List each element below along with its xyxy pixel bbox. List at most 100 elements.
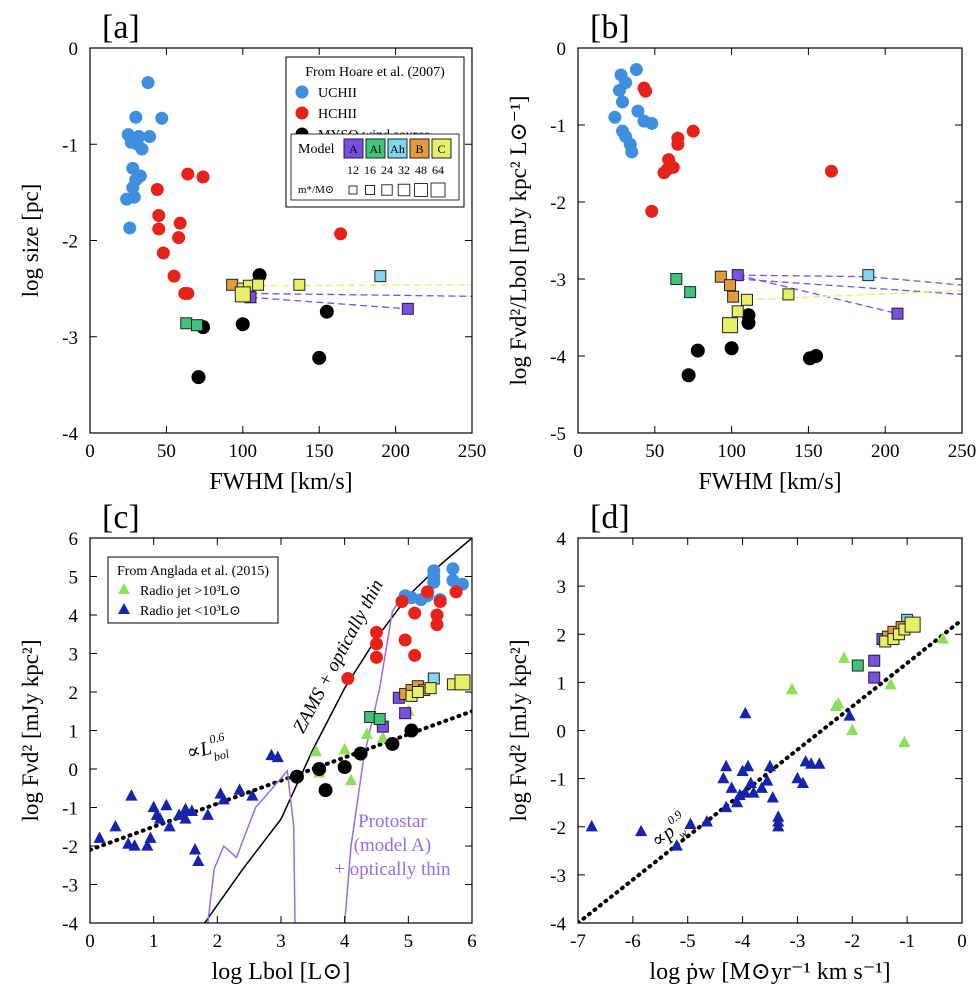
y-tick-label: -4 [550, 347, 566, 368]
data-point [635, 824, 648, 837]
data-point [843, 709, 856, 721]
data-point [868, 671, 881, 684]
data-point [163, 819, 176, 832]
data-point [246, 789, 259, 801]
data-point [312, 762, 327, 776]
model-track-line [250, 292, 472, 297]
y-axis-label: log Fνd²/Lbol [mJy kpc² L⊙⁻¹] [506, 96, 531, 386]
x-tick-label: 250 [948, 441, 977, 462]
data-point [153, 812, 167, 824]
data-point [401, 302, 414, 315]
data-point [125, 789, 138, 801]
mass-swatch [397, 183, 411, 197]
data-point [411, 686, 424, 698]
mass-value: 12 [347, 163, 359, 177]
data-point [234, 286, 251, 303]
data-point [192, 854, 205, 867]
mass-swatch [414, 183, 428, 197]
y-tick-label: -4 [62, 914, 78, 935]
y-tick-label: 3 [69, 645, 79, 666]
data-point [370, 625, 383, 639]
data-point [173, 216, 187, 230]
data-point [152, 222, 166, 236]
data-point [838, 651, 851, 663]
data-point [684, 286, 697, 299]
data-point [625, 145, 639, 159]
data-point [129, 110, 143, 124]
data-point [681, 368, 696, 383]
data-point [143, 130, 157, 144]
series-model-a [376, 691, 412, 733]
data-point [430, 608, 444, 622]
data-point [686, 124, 700, 138]
data-point [724, 279, 737, 292]
x-tick-label: 200 [871, 441, 900, 462]
y-tick-label: 2 [69, 683, 79, 704]
y-tick-label: 6 [69, 529, 79, 550]
data-point [884, 677, 897, 690]
data-point [684, 817, 697, 829]
series-myso-wind-source [681, 308, 824, 383]
data-point [446, 562, 460, 576]
mass-value: 32 [398, 163, 410, 177]
legend-entry: Radio jet >10³L⊙ [140, 584, 241, 599]
data-point [717, 771, 730, 784]
data-point [235, 317, 250, 332]
data-point [898, 735, 911, 748]
protostar-curve [207, 769, 296, 923]
data-point [353, 746, 368, 761]
axes-frame [577, 47, 963, 434]
data-point [130, 137, 144, 151]
data-point [181, 167, 195, 181]
y-tick-label: -4 [550, 914, 566, 935]
data-point [156, 246, 170, 260]
panel-c: 0 1 2 3 4 5 6 -4 -3 -2 -1 0 1 2 3 4 5 6 [c] log Lbol [L⊙] lo… [18, 499, 477, 985]
series-model-c [879, 616, 921, 648]
data-point [720, 759, 733, 772]
data-point [761, 774, 774, 786]
data-point [376, 731, 389, 743]
data-point [93, 831, 106, 843]
x-tick-label: 4 [340, 931, 350, 952]
data-point [755, 781, 768, 793]
data-point [782, 288, 795, 301]
y-tick-label: -4 [62, 424, 78, 445]
y-tick-label: 0 [69, 760, 79, 781]
data-point [657, 166, 671, 180]
x-tick-label: -3 [790, 931, 806, 952]
series-hchii [341, 585, 463, 686]
series-model-c [234, 278, 306, 303]
data-point [430, 618, 444, 632]
x-tick-label: 150 [794, 441, 823, 462]
panel-label: [c] [102, 499, 140, 536]
data-point [671, 137, 685, 151]
x-tick-label: 100 [717, 441, 746, 462]
data-point [338, 742, 351, 755]
x-tick-label: -6 [625, 931, 641, 952]
x-axis-label: FWHM [km/s] [209, 469, 352, 495]
y-tick-label: 4 [69, 606, 79, 627]
data-point [123, 221, 137, 235]
series-uchii [398, 562, 469, 607]
data-point [433, 595, 447, 609]
series-model-b [714, 270, 740, 303]
legend-entry: Radio jet <10³L⊙ [140, 604, 241, 619]
data-point [150, 182, 164, 196]
data-point [191, 370, 206, 385]
series-model-ah [862, 269, 875, 282]
legend-entry: HCHII [318, 107, 357, 122]
mass-label: m*/M⊙ [298, 184, 334, 196]
data-point [385, 736, 400, 751]
x-axis-label: log ṗw [M⊙yr⁻¹ km s⁻¹] [649, 959, 890, 985]
legend-marker [118, 583, 130, 594]
panel-a: 0 50 100 150 200 250 -4 -3 -2 -1 0 [a] FWHM [km/s] lo… [18, 9, 486, 495]
y-tick-label: -2 [550, 193, 566, 214]
y-tick-label: -3 [62, 328, 78, 349]
data-point [725, 781, 738, 793]
data-point [360, 727, 373, 739]
data-point [319, 304, 334, 319]
data-point [645, 116, 659, 130]
data-point [126, 181, 140, 195]
legend-anglada: From Anglada et al. (2015) Radio jet >10³… [107, 556, 279, 624]
data-point [739, 706, 752, 719]
